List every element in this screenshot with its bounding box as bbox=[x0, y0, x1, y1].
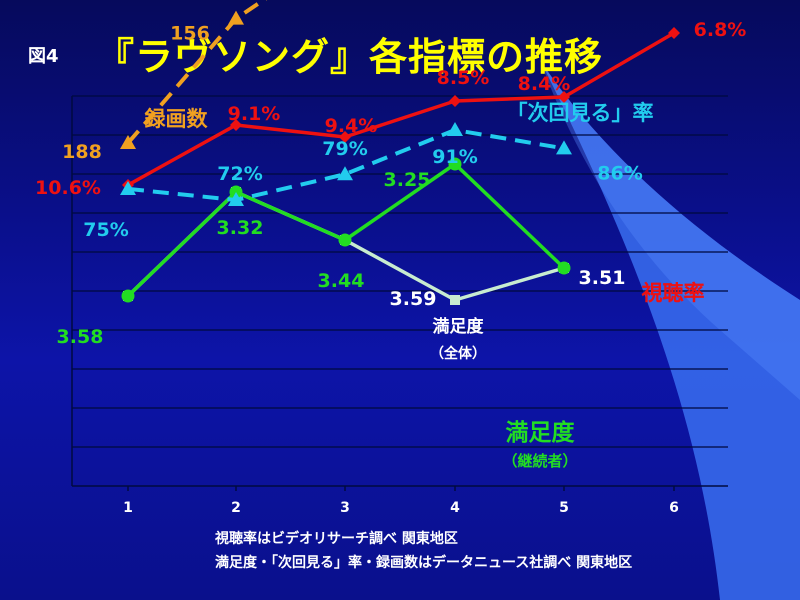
data-label-satisfaction_continuing-3: 3.44 bbox=[318, 270, 365, 292]
data-label-satisfaction_all-4: 3.59 bbox=[390, 288, 437, 310]
data-label-next_view_rate-3: 79% bbox=[322, 138, 367, 160]
data-point-satisfaction_continuing-1 bbox=[121, 289, 135, 303]
data-label-satisfaction_continuing-4: 3.25 bbox=[384, 169, 431, 191]
data-label-rating-6: 6.8% bbox=[694, 19, 747, 41]
data-label-next_view_rate-4: 91% bbox=[432, 146, 477, 168]
data-point-recordings-1 bbox=[120, 135, 136, 149]
source-note-1: 視聴率はビデオリサーチ調べ 関東地区 bbox=[215, 531, 458, 547]
data-label-rating-4: 8.5% bbox=[437, 67, 490, 89]
data-point-satisfaction_continuing-3 bbox=[338, 233, 352, 247]
x-tick-label-5: 5 bbox=[559, 500, 569, 516]
data-label-next_view_rate-1: 75% bbox=[83, 219, 128, 241]
x-tick-label-6: 6 bbox=[669, 500, 679, 516]
data-point-rating-3 bbox=[339, 131, 351, 143]
x-tick-label-2: 2 bbox=[231, 500, 241, 516]
data-point-satisfaction_all-4 bbox=[450, 295, 460, 305]
legend-label-recordings: 録画数 bbox=[145, 107, 209, 131]
data-point-next_view_rate-3 bbox=[337, 166, 353, 181]
data-label-rating-5: 8.4% bbox=[518, 73, 571, 95]
data-point-next_view_rate-2 bbox=[228, 192, 244, 206]
legend-label-next-view-rate: 「次回見る」率 bbox=[507, 101, 654, 125]
data-label-satisfaction_all-5: 3.51 bbox=[579, 267, 626, 289]
legend-sublabel-satisfaction-continuing: （継続者） bbox=[502, 452, 577, 470]
data-label-satisfaction_continuing-2: 3.32 bbox=[217, 217, 264, 239]
data-point-next_view_rate-1 bbox=[120, 180, 136, 195]
data-point-satisfaction_continuing-4 bbox=[448, 157, 462, 171]
data-point-satisfaction_continuing-5 bbox=[557, 261, 571, 275]
legend-sublabel-satisfaction-all: （全体） bbox=[430, 345, 486, 362]
legend-label-satisfaction-continuing: 満足度 bbox=[506, 419, 576, 446]
x-tick-label-4: 4 bbox=[450, 500, 460, 516]
data-label-next_view_rate-2: 72% bbox=[217, 163, 262, 185]
data-label-rating-2: 9.1% bbox=[228, 103, 281, 125]
data-label-next_view_rate-5: 86% bbox=[597, 162, 642, 184]
data-label-recordings-1: 188 bbox=[62, 141, 102, 163]
series-line-recordings bbox=[126, 0, 268, 145]
x-tick-label-3: 3 bbox=[340, 500, 350, 516]
data-point-next_view_rate-5 bbox=[556, 140, 572, 155]
data-point-next_view_rate-4 bbox=[447, 122, 463, 136]
data-label-satisfaction_continuing-1: 3.58 bbox=[57, 326, 104, 348]
data-label-rating-1: 10.6% bbox=[35, 177, 101, 199]
source-note-2: 満足度・「次回見る」率・録画数はデータニュース社調べ 関東地区 bbox=[215, 555, 633, 571]
data-point-rating-5 bbox=[558, 91, 570, 103]
page-title: 『ラヴソング』各指標の推移 bbox=[96, 35, 604, 79]
data-point-rating-2 bbox=[230, 119, 242, 131]
x-tick-label-1: 1 bbox=[123, 500, 133, 516]
series-line-next_view_rate bbox=[127, 128, 565, 202]
series-line-rating bbox=[127, 31, 675, 187]
legend-label-rating: 視聴率 bbox=[641, 281, 705, 305]
data-point-rating-4 bbox=[449, 95, 461, 107]
data-point-recordings-2 bbox=[228, 10, 244, 25]
data-point-rating-6 bbox=[668, 27, 680, 39]
data-label-rating-3: 9.4% bbox=[325, 115, 378, 137]
figure-label: 図4 bbox=[28, 46, 59, 67]
data-label-recordings-2: 156 bbox=[170, 23, 210, 45]
legend-label-satisfaction-all: 満足度 bbox=[433, 316, 485, 337]
